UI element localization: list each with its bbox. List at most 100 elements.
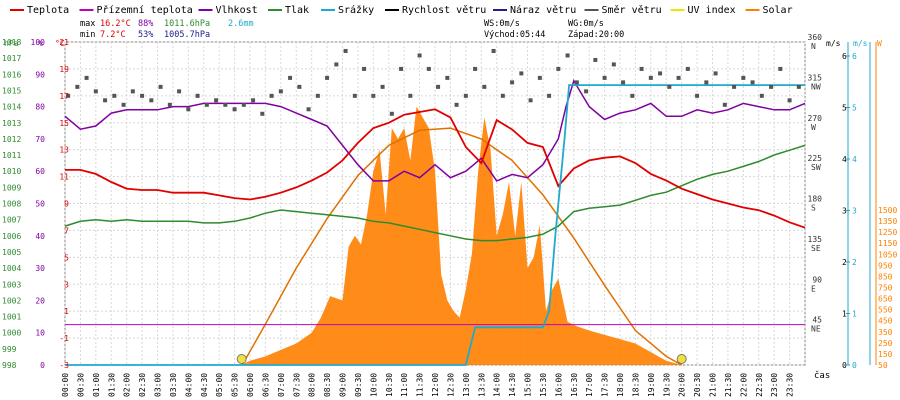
- tick-x: 06:00: [246, 373, 255, 397]
- tick-x: 04:30: [200, 373, 209, 397]
- tick-hpa: 1002: [2, 296, 21, 305]
- tick-pct: 30: [35, 264, 45, 273]
- tick-pct: 20: [35, 296, 45, 305]
- wind-direction-point: [482, 84, 487, 89]
- wind-direction-point: [695, 93, 700, 98]
- tick-w: 1250: [878, 228, 897, 237]
- legend-label: Srážky: [338, 4, 374, 16]
- wind-direction-point: [436, 84, 441, 89]
- tick-x: 08:30: [323, 373, 332, 397]
- tick-temp: 5: [64, 253, 69, 262]
- wind-direction-point: [510, 80, 515, 85]
- wind-direction-point: [593, 57, 598, 62]
- tick-dir-deg: 90: [812, 275, 822, 284]
- wind-direction-point: [759, 93, 764, 98]
- wind-direction-point: [186, 107, 191, 112]
- tick-temp: 19: [59, 65, 69, 74]
- tick-x: 22:00: [739, 373, 748, 397]
- tick-hpa: 1011: [2, 151, 21, 160]
- tick-x: 03:30: [169, 373, 178, 397]
- wind-direction-point: [232, 107, 237, 112]
- tick-x: 04:00: [184, 373, 193, 397]
- wind-direction-point: [75, 84, 80, 89]
- temperature-line: [65, 108, 806, 229]
- tick-temp: -3: [59, 361, 69, 370]
- wind-direction-point: [463, 93, 468, 98]
- tick-ms2: 5: [852, 104, 857, 113]
- wind-direction-point: [315, 93, 320, 98]
- tick-x: 19:30: [662, 373, 671, 397]
- axis-unit-temp: °C: [55, 39, 65, 48]
- tick-temp: 7: [64, 226, 69, 235]
- tick-w: 450: [878, 317, 893, 326]
- stat-wg: WG:0m/s: [568, 19, 604, 29]
- wind-direction-point: [454, 102, 459, 107]
- wind-direction-point: [306, 107, 311, 112]
- wind-direction-point: [676, 75, 681, 80]
- legend-label: Přízemní teplota: [97, 4, 193, 16]
- wind-direction-point: [639, 66, 644, 71]
- tick-x: 17:30: [601, 373, 610, 397]
- tick-dir-label: SE: [811, 244, 821, 253]
- tick-pct: 50: [35, 200, 45, 209]
- tick-x: 18:30: [631, 373, 640, 397]
- tick-ms2: 6: [852, 52, 857, 61]
- wind-direction-point: [103, 98, 108, 103]
- stat-sunset: Západ:20:00: [568, 30, 624, 40]
- tick-w: 550: [878, 306, 893, 315]
- wind-direction-point: [584, 89, 589, 94]
- tick-ms2: 0: [852, 361, 857, 370]
- tick-w: 1150: [878, 239, 897, 248]
- tick-hpa: 1015: [2, 86, 21, 95]
- tick-x: 23:30: [786, 373, 795, 397]
- tick-temp: 15: [59, 119, 69, 128]
- wind-direction-point: [130, 89, 135, 94]
- tick-x: 16:30: [570, 373, 579, 397]
- tick-pct: 10: [35, 329, 45, 338]
- wind-direction-point: [685, 66, 690, 71]
- wind-direction-point: [426, 66, 431, 71]
- tick-ms2: 4: [852, 155, 857, 164]
- tick-x: 20:00: [678, 373, 687, 397]
- wind-direction-point: [722, 102, 727, 107]
- stat-value: 1011.6hPa: [164, 19, 210, 29]
- wind-direction-point: [288, 75, 293, 80]
- tick-x: 08:00: [308, 373, 317, 397]
- tick-ms1: 5: [842, 104, 847, 113]
- tick-x: 18:00: [616, 373, 625, 397]
- tick-temp: 9: [64, 200, 69, 209]
- solar-theoretical-line: [241, 127, 683, 366]
- legend: Teplota Přízemní teplota Vlhkost Tlak Srážky…: [10, 4, 793, 16]
- tick-x: 05:00: [215, 373, 224, 397]
- stat-value: max: [80, 19, 95, 29]
- wind-direction-point: [574, 80, 579, 85]
- tick-w: 250: [878, 339, 893, 348]
- plot-area: [64, 41, 806, 366]
- tick-w: 350: [878, 328, 893, 337]
- tick-hpa: 1006: [2, 232, 21, 241]
- tick-x: 11:00: [400, 373, 409, 397]
- axis-unit-time: čas: [814, 370, 830, 381]
- tick-x: 07:30: [292, 373, 301, 397]
- legend-label: Směr větru: [602, 4, 662, 16]
- wind-direction-point: [408, 93, 413, 98]
- legend-label: Solar: [763, 5, 793, 16]
- tick-pct: 80: [35, 103, 45, 112]
- tick-x: 12:30: [446, 373, 455, 397]
- tick-pct: 60: [35, 167, 45, 176]
- tick-hpa: 1012: [2, 135, 21, 144]
- tick-pct: 40: [35, 232, 45, 241]
- tick-x: 16:00: [554, 373, 563, 397]
- tick-w: 950: [878, 261, 893, 270]
- stat-value: min: [80, 30, 95, 40]
- stat-sunrise: Východ:05:44: [484, 30, 545, 40]
- wind-direction-point: [362, 66, 367, 71]
- humidity-line: [64, 78, 806, 182]
- wind-direction-point: [297, 84, 302, 89]
- tick-x: 03:00: [154, 373, 163, 397]
- wind-direction-point: [177, 89, 182, 94]
- wind-direction-point: [214, 98, 219, 103]
- tick-dir-deg: 180: [808, 195, 823, 204]
- tick-hpa: 1018: [2, 38, 21, 47]
- wind-direction-point: [389, 111, 394, 116]
